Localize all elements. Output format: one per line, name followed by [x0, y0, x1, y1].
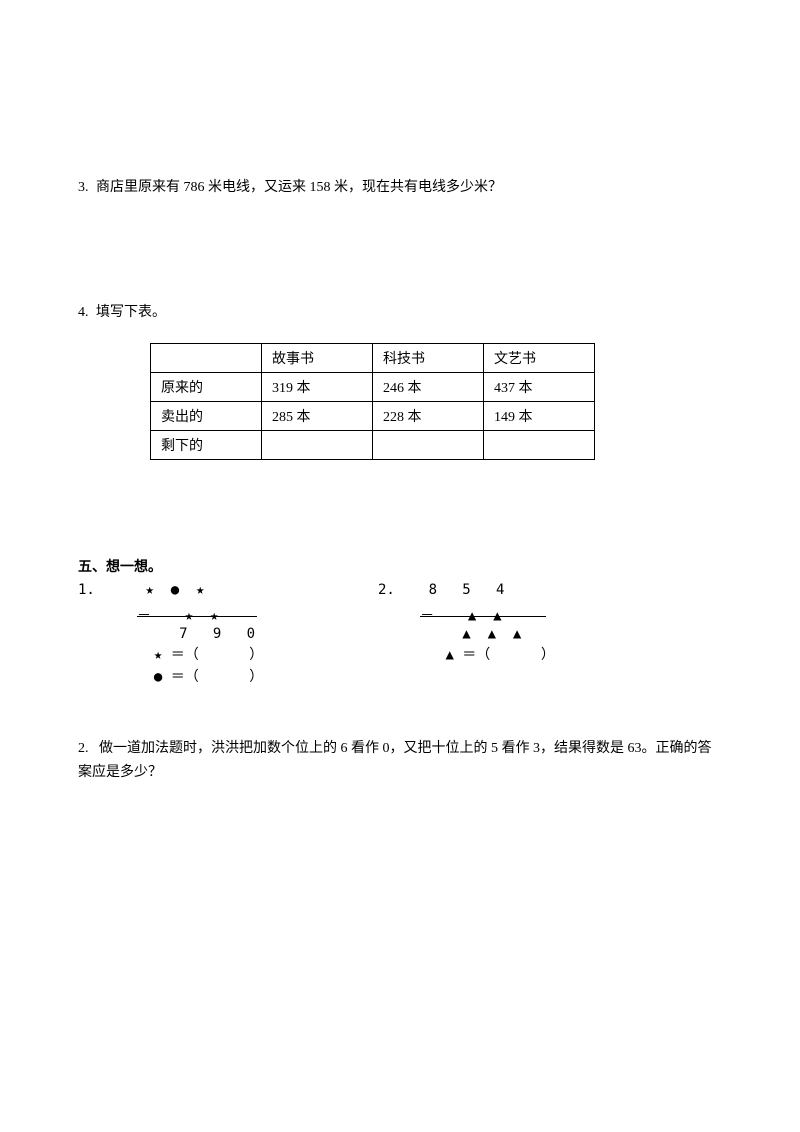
table-row: 剩下的: [151, 431, 595, 460]
page-content: 3. 商店里原来有 786 米电线，又运来 158 米，现在共有电线多少米？ 4…: [0, 0, 800, 784]
puzzle2-line1: 2. 8 5 4: [378, 580, 658, 602]
table-cell: 228 本: [373, 402, 484, 431]
puzzle1-line1: 1. ★ ● ★: [78, 580, 378, 602]
table-cell: 285 本: [262, 402, 373, 431]
table-cell: 文艺书: [484, 344, 595, 373]
table-cell: 319 本: [262, 373, 373, 402]
puzzle1-line3: 7 9 0: [78, 624, 378, 646]
table-cell: [151, 344, 262, 373]
table-row: 原来的 319 本 246 本 437 本: [151, 373, 595, 402]
puzzle-row: 1. ★ ● ★ － ★ ★ 7 9 0 ★ ＝（ ） ● ＝（ ） 2. 8 …: [78, 580, 722, 688]
followup-label: 2.: [78, 741, 89, 756]
puzzle1-ans-star: ★ ＝（ ）: [78, 645, 378, 667]
puzzle2-line2: － ▲ ▲: [378, 602, 658, 624]
question-4: 4. 填写下表。 故事书 科技书 文艺书 原来的 319 本 246 本 437…: [78, 300, 722, 460]
q3-text: 商店里原来有 786 米电线，又运来 158 米，现在共有电线多少米？: [96, 180, 502, 195]
table-cell: 437 本: [484, 373, 595, 402]
table-row: 卖出的 285 本 228 本 149 本: [151, 402, 595, 431]
question-3: 3. 商店里原来有 786 米电线，又运来 158 米，现在共有电线多少米？: [78, 175, 722, 200]
table-cell: 246 本: [373, 373, 484, 402]
section5-q2-followup: 2. 做一道加法题时，洪洪把加数个位上的 6 看作 0，又把十位上的 5 看作 …: [78, 737, 722, 785]
table-cell: 149 本: [484, 402, 595, 431]
table-cell: 卖出的: [151, 402, 262, 431]
puzzle-2: 2. 8 5 4 － ▲ ▲ ▲ ▲ ▲ ▲ ＝（ ）: [378, 580, 658, 667]
q4-text: 填写下表。: [96, 305, 166, 320]
q4-label: 4.: [78, 305, 89, 320]
followup-text: 做一道加法题时，洪洪把加数个位上的 6 看作 0，又把十位上的 5 看作 3，结…: [78, 741, 712, 780]
section-5-heading: 五、想一想。: [78, 556, 722, 576]
table-cell: 科技书: [373, 344, 484, 373]
puzzle-1: 1. ★ ● ★ － ★ ★ 7 9 0 ★ ＝（ ） ● ＝（ ）: [78, 580, 378, 688]
puzzle1-ans-circle: ● ＝（ ）: [78, 667, 378, 689]
table-cell: 故事书: [262, 344, 373, 373]
q3-label: 3.: [78, 180, 89, 195]
q4-table: 故事书 科技书 文艺书 原来的 319 本 246 本 437 本 卖出的 28…: [150, 343, 595, 460]
table-cell: 原来的: [151, 373, 262, 402]
table-cell: 剩下的: [151, 431, 262, 460]
table-row: 故事书 科技书 文艺书: [151, 344, 595, 373]
table-cell: [373, 431, 484, 460]
q4-heading-line: 4. 填写下表。: [78, 300, 722, 325]
table-cell: [262, 431, 373, 460]
table-cell: [484, 431, 595, 460]
puzzle2-line3: ▲ ▲ ▲: [378, 624, 658, 646]
puzzle1-line2: － ★ ★: [78, 602, 378, 624]
puzzle2-ans-tri: ▲ ＝（ ）: [378, 645, 658, 667]
